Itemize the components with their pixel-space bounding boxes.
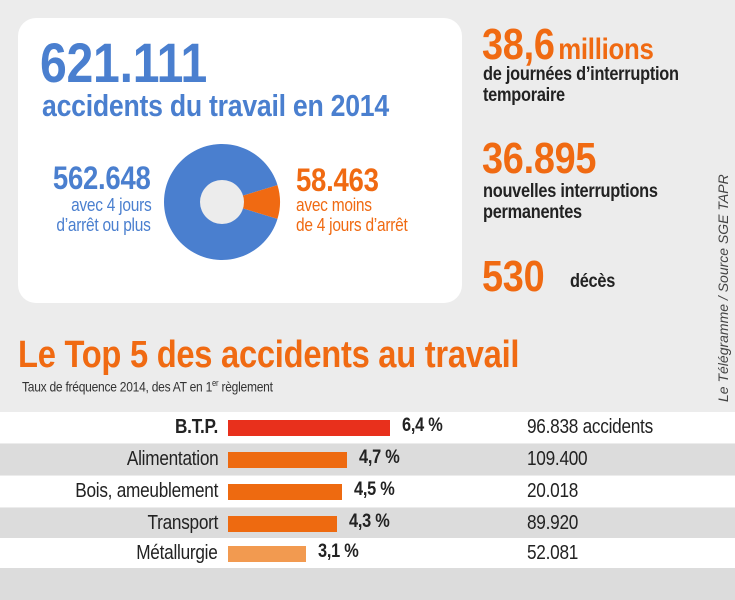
bar-label: B.T.P. — [174, 416, 218, 438]
total-accidents: 621.111 — [40, 31, 207, 94]
accident-count: 109.400 — [527, 448, 588, 470]
bar-label: Bois, ameublement — [75, 480, 218, 502]
stat-permanent-line1: nouvelles interruptions — [483, 181, 658, 202]
chart-title: Le Top 5 des accidents au travail — [18, 334, 520, 376]
accident-count: 52.081 — [527, 542, 579, 564]
footer-band — [0, 568, 735, 600]
donut-hole — [200, 180, 244, 224]
stat-days-line2: temporaire — [483, 85, 565, 106]
bar — [228, 452, 347, 468]
donut-chart — [164, 144, 280, 260]
bar-value-label: 4,5 % — [353, 479, 395, 500]
bar — [228, 516, 337, 532]
bar-row: B.T.P. 6,4 % 96.838 accidents — [0, 412, 735, 443]
stat-permanent-line2: permanentes — [483, 202, 582, 223]
stat-days: 38,6 millions — [482, 20, 654, 69]
bar-value-label: 3,1 % — [318, 541, 359, 562]
bar-value-label: 6,4 % — [401, 415, 443, 436]
donut-left-value: 562.648 — [53, 160, 151, 196]
stat-permanent: 36.895 — [482, 134, 597, 183]
credit: Le Télégramme / Source SGE TAPR — [715, 174, 731, 402]
bar-value-label: 4,3 % — [348, 511, 390, 532]
donut-left-line2: d’arrêt ou plus — [56, 215, 151, 235]
donut-right-line2: de 4 jours d’arrêt — [296, 215, 408, 235]
donut-right-line1: avec moins — [296, 195, 372, 215]
donut-slice-minor — [222, 185, 280, 219]
accident-count: 89.920 — [527, 512, 579, 534]
donut-right-value: 58.463 — [296, 162, 379, 198]
bar-label: Alimentation — [126, 448, 218, 470]
bar-row: Transport 4,3 % 89.920 — [0, 508, 735, 539]
bar — [228, 546, 307, 562]
accident-count: 96.838 accidents — [527, 416, 653, 438]
bar-label: Métallurgie — [136, 542, 219, 564]
stat-days-line1: de journées d’interruption — [483, 64, 679, 85]
bar — [228, 484, 342, 500]
bar — [228, 420, 390, 436]
bar-label: Transport — [147, 512, 218, 534]
stat-deaths: 530 — [482, 252, 545, 301]
accident-count: 20.018 — [527, 480, 579, 502]
bar-row: Bois, ameublement 4,5 % 20.018 — [0, 476, 735, 507]
donut-left-line1: avec 4 jours — [70, 195, 152, 215]
total-label: accidents du travail en 2014 — [42, 88, 389, 123]
bar-value-label: 4,7 % — [358, 447, 400, 468]
stat-deaths-unit: décès — [570, 271, 616, 292]
chart-subtitle: Taux de fréquence 2014, des AT en 1er rè… — [22, 378, 273, 395]
bar-row: Métallurgie 3,1 % 52.081 — [0, 538, 735, 569]
bar-row: Alimentation 4,7 % 109.400 — [0, 444, 735, 475]
